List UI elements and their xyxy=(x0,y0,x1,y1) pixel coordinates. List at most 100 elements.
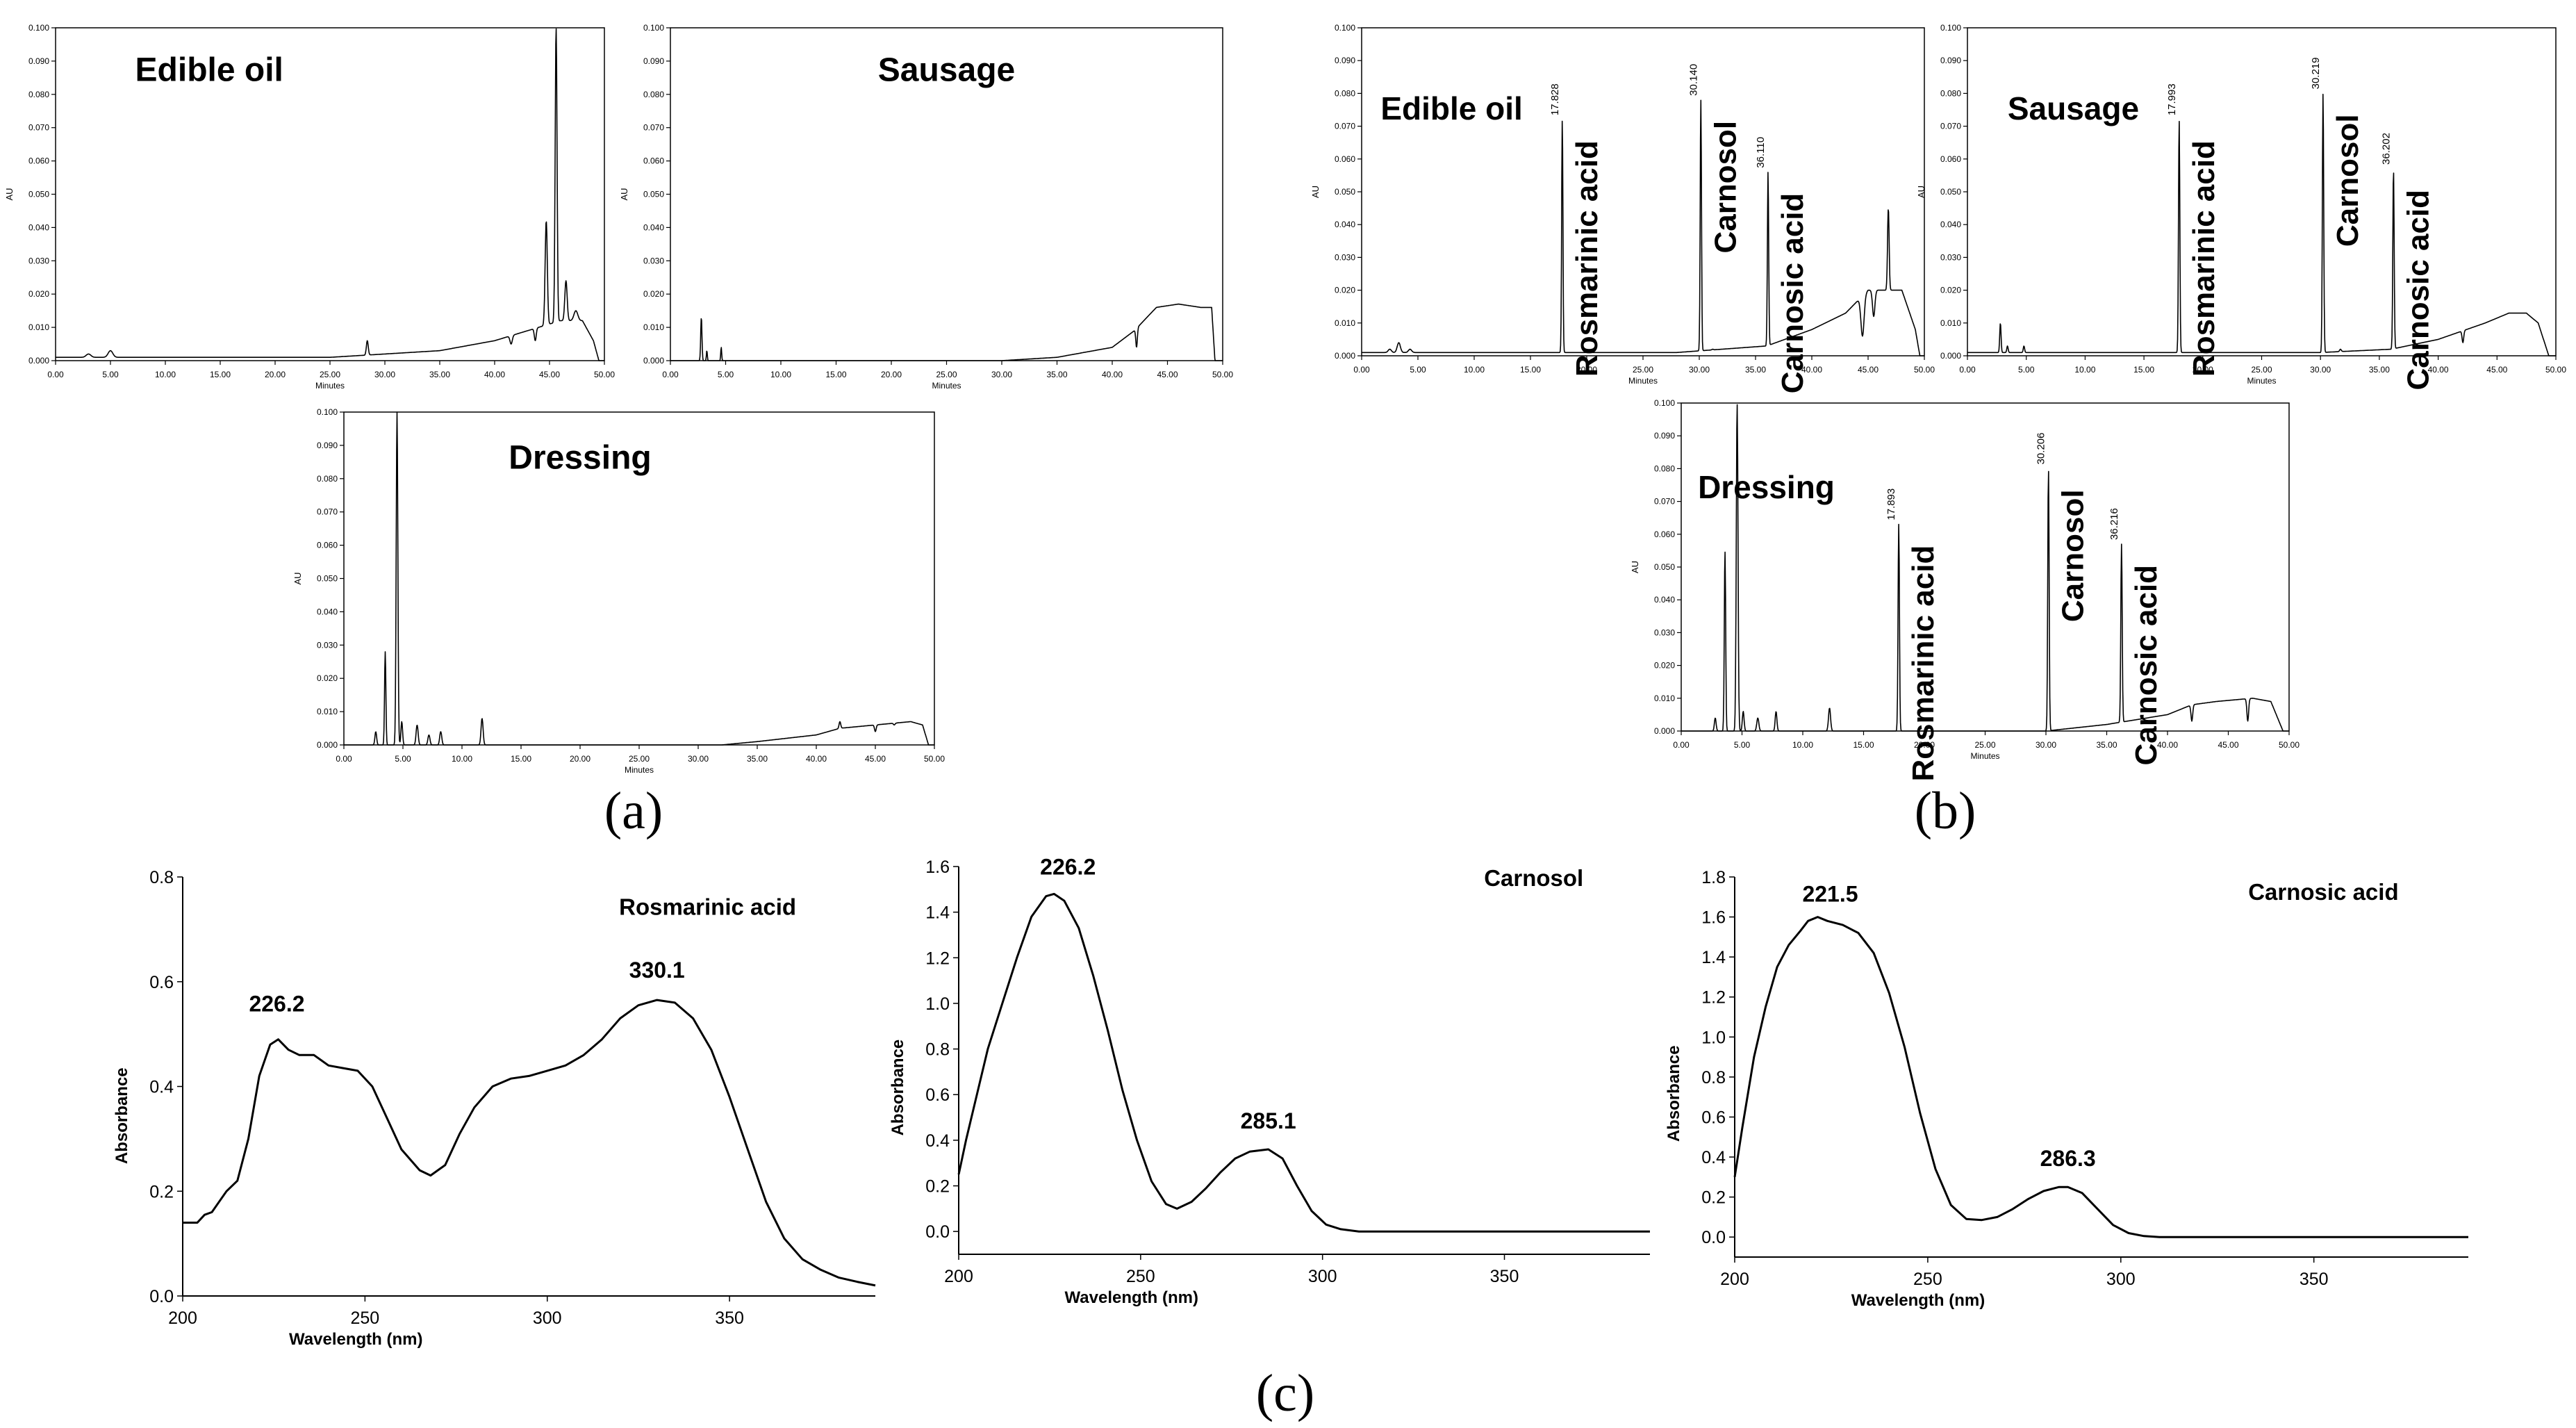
y-tick-label: 0.030 xyxy=(643,256,664,265)
chromatogram-trace xyxy=(1967,93,2557,356)
x-tick-label: 35.00 xyxy=(2369,365,2390,375)
chromatogram-trace xyxy=(343,411,935,746)
y-tick-label: 0.050 xyxy=(643,190,664,199)
chart-title: Sausage xyxy=(878,52,1015,89)
x-tick-label: 200 xyxy=(1720,1270,1749,1289)
y-tick-label: 0.090 xyxy=(317,441,338,450)
peak-wavelength-label: 226.2 xyxy=(1040,854,1096,879)
x-tick-label: 15.00 xyxy=(2133,365,2154,375)
y-tick-label: 0.060 xyxy=(1654,530,1675,539)
y-tick-label: 0.090 xyxy=(1654,431,1675,441)
x-tick-label: 10.00 xyxy=(770,370,791,379)
chart-title: Sausage xyxy=(2008,90,2139,126)
y-axis-label: Absorbance xyxy=(889,1040,907,1136)
x-tick-label: 35.00 xyxy=(1745,365,1766,375)
x-tick-label: 15.00 xyxy=(825,370,846,379)
x-tick-label: 35.00 xyxy=(747,754,768,764)
x-tick-label: 200 xyxy=(944,1267,973,1286)
x-tick-label: 5.00 xyxy=(102,370,119,379)
x-tick-label: 25.00 xyxy=(1974,740,1995,750)
x-tick-label: 45.00 xyxy=(865,754,886,764)
peak-wavelength-label: 226.2 xyxy=(249,992,304,1017)
x-tick-label: 45.00 xyxy=(1858,365,1879,375)
x-tick-label: 20.00 xyxy=(2193,365,2213,375)
y-tick-label: 0.060 xyxy=(643,156,664,166)
y-axis-label: AU xyxy=(1630,561,1640,573)
y-tick-label: 0.030 xyxy=(317,640,338,650)
y-tick-label: 0.040 xyxy=(1654,595,1675,605)
y-tick-label: 0.070 xyxy=(317,507,338,517)
x-tick-label: 10.00 xyxy=(1792,740,1813,750)
x-tick-label: 350 xyxy=(715,1308,744,1328)
y-tick-label: 0.100 xyxy=(1654,398,1675,408)
x-tick-label: 300 xyxy=(2106,1270,2136,1289)
x-tick-label: 15.00 xyxy=(1853,740,1874,750)
x-tick-label: 15.00 xyxy=(511,754,531,764)
x-tick-label: 250 xyxy=(351,1308,380,1328)
x-tick-label: 20.00 xyxy=(265,370,286,379)
y-tick-label: 0.020 xyxy=(317,673,338,683)
x-axis-label: Minutes xyxy=(1970,751,1999,761)
y-tick-label: 0.040 xyxy=(317,607,338,616)
chromatogram-b_sausage: 0.00 5.00 10.00 15.00 20.00 25.00 30.00 35.00 40… xyxy=(1916,23,2566,391)
retention-time-label: 36.216 xyxy=(2108,508,2120,540)
x-tick-label: 250 xyxy=(1126,1267,1155,1286)
peak-wavelength-label: 221.5 xyxy=(1802,882,1858,907)
x-axis-label: Wavelength (nm) xyxy=(1851,1291,1985,1310)
chart-title: Edible oil xyxy=(1380,90,1522,126)
x-tick-label: 25.00 xyxy=(2251,365,2272,375)
y-tick-label: 0.020 xyxy=(1940,286,1961,295)
y-tick-label: 1.0 xyxy=(1701,1028,1726,1047)
y-tick-label: 0.000 xyxy=(1940,351,1961,361)
chromatogram-a_dressing: 0.00 5.00 10.00 15.00 20.00 25.00 30.00 35.00 40… xyxy=(292,407,945,775)
y-tick-label: 0.070 xyxy=(1654,497,1675,507)
retention-time-label: 17.893 xyxy=(1885,489,1897,520)
y-tick-label: 0.020 xyxy=(1654,661,1675,671)
y-axis-label: Absorbance xyxy=(113,1067,131,1164)
chart-title: Carnosol xyxy=(1484,865,1583,891)
y-tick-label: 0.070 xyxy=(1335,122,1355,131)
y-tick-label: 0.080 xyxy=(643,90,664,99)
y-tick-label: 0.100 xyxy=(28,23,49,33)
peak-wavelength-label: 285.1 xyxy=(1241,1108,1296,1133)
y-tick-label: 0.6 xyxy=(1701,1108,1726,1127)
y-tick-label: 0.000 xyxy=(1335,351,1355,361)
y-tick-label: 0.080 xyxy=(1654,463,1675,473)
y-tick-label: 0.050 xyxy=(1335,187,1355,197)
y-tick-label: 0.070 xyxy=(1940,122,1961,131)
y-tick-label: 0.100 xyxy=(1940,23,1961,33)
x-tick-label: 25.00 xyxy=(629,754,650,764)
x-tick-label: 50.00 xyxy=(924,754,945,764)
retention-time-label: 30.140 xyxy=(1687,64,1699,96)
y-tick-label: 0.8 xyxy=(925,1040,950,1060)
compound-label: Carnosic acid xyxy=(1776,193,1810,394)
x-tick-label: 20.00 xyxy=(1914,740,1935,750)
y-tick-label: 0.050 xyxy=(317,574,338,584)
chromatogram-a_edible_oil: 0.00 5.00 10.00 15.00 20.00 25.00 30.00 35.00 40… xyxy=(4,23,615,391)
x-tick-label: 25.00 xyxy=(320,370,340,379)
x-tick-label: 10.00 xyxy=(452,754,472,764)
x-tick-label: 0.00 xyxy=(1673,740,1690,750)
x-axis-label: Minutes xyxy=(1628,376,1658,386)
y-tick-label: 0.020 xyxy=(28,289,49,299)
x-tick-label: 5.00 xyxy=(395,754,411,764)
x-tick-label: 5.00 xyxy=(2018,365,2035,375)
x-tick-label: 30.00 xyxy=(688,754,709,764)
y-tick-label: 0.000 xyxy=(1654,726,1675,736)
y-tick-label: 0.080 xyxy=(317,474,338,484)
chart-title: Carnosic acid xyxy=(2248,879,2398,905)
retention-time-label: 36.202 xyxy=(2380,133,2392,165)
x-tick-label: 50.00 xyxy=(2545,365,2566,375)
chart-title: Edible oil xyxy=(135,52,283,89)
spectrum-trace xyxy=(183,999,876,1287)
y-tick-label: 0.4 xyxy=(149,1078,174,1097)
x-tick-label: 25.00 xyxy=(1633,365,1653,375)
y-tick-label: 0.8 xyxy=(149,868,174,887)
x-tick-label: 25.00 xyxy=(936,370,957,379)
retention-time-label: 30.206 xyxy=(2036,433,2047,465)
y-tick-label: 0.060 xyxy=(1335,154,1355,164)
x-axis-label: Minutes xyxy=(625,765,654,775)
x-tick-label: 350 xyxy=(2300,1270,2329,1289)
y-tick-label: 0.100 xyxy=(317,407,338,417)
y-tick-label: 0.010 xyxy=(1654,694,1675,703)
